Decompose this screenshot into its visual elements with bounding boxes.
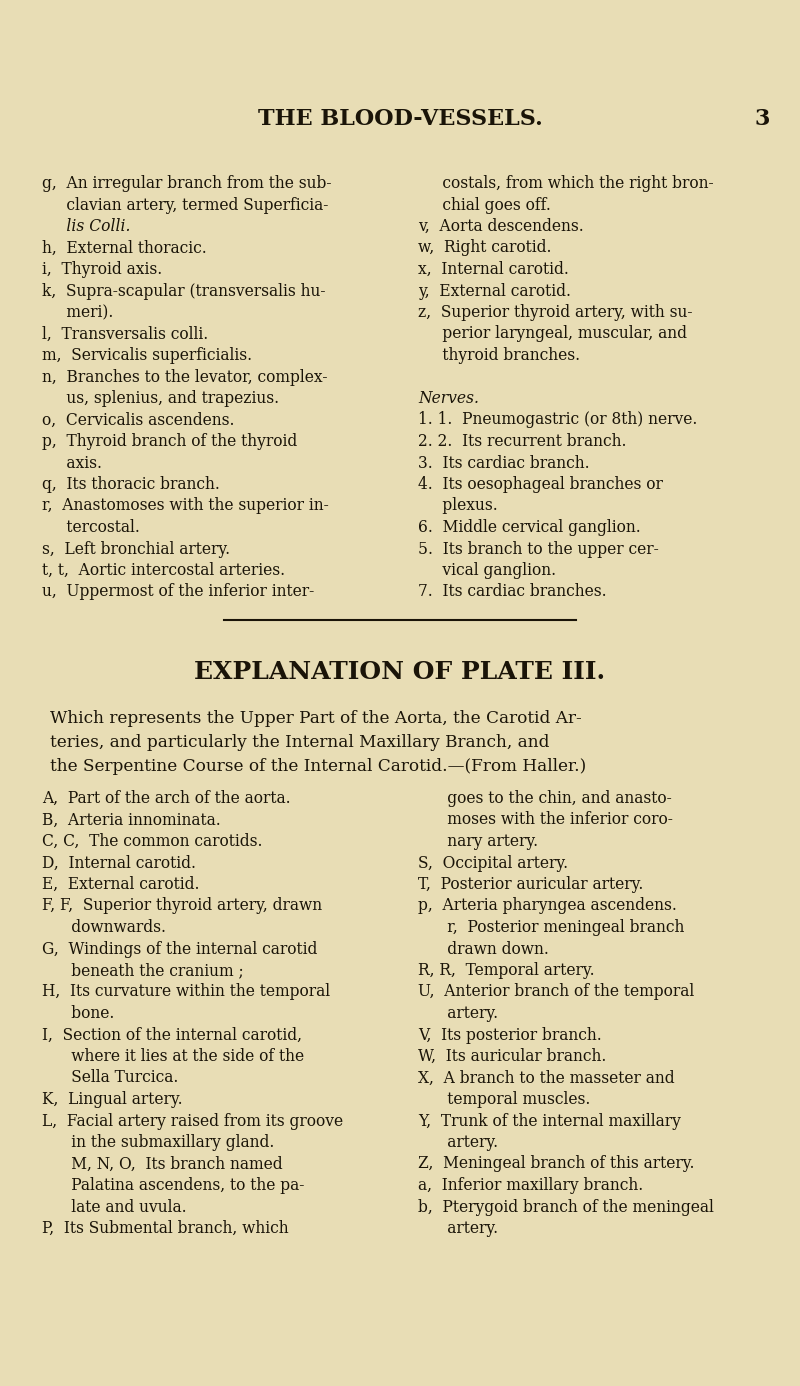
Text: k,  Supra-scapular (transversalis hu-: k, Supra-scapular (transversalis hu- (42, 283, 326, 299)
Text: 3.  Its cardiac branch.: 3. Its cardiac branch. (418, 455, 590, 471)
Text: K,  Lingual artery.: K, Lingual artery. (42, 1091, 182, 1107)
Text: moses with the inferior coro-: moses with the inferior coro- (418, 811, 673, 829)
Text: a,  Inferior maxillary branch.: a, Inferior maxillary branch. (418, 1177, 643, 1193)
Text: E,  External carotid.: E, External carotid. (42, 876, 199, 893)
Text: C, C,  The common carotids.: C, C, The common carotids. (42, 833, 262, 850)
Text: h,  External thoracic.: h, External thoracic. (42, 240, 206, 256)
Text: us, splenius, and trapezius.: us, splenius, and trapezius. (42, 389, 279, 407)
Text: drawn down.: drawn down. (418, 941, 549, 958)
Text: M, N, O,  Its branch named: M, N, O, Its branch named (42, 1156, 282, 1173)
Text: Y,  Trunk of the internal maxillary: Y, Trunk of the internal maxillary (418, 1113, 681, 1130)
Text: 7.  Its cardiac branches.: 7. Its cardiac branches. (418, 584, 606, 600)
Text: axis.: axis. (42, 455, 102, 471)
Text: b,  Pterygoid branch of the meningeal: b, Pterygoid branch of the meningeal (418, 1199, 714, 1216)
Text: 5.  Its branch to the upper cer-: 5. Its branch to the upper cer- (418, 541, 658, 557)
Text: costals, from which the right bron-: costals, from which the right bron- (418, 175, 714, 193)
Text: I,  Section of the internal carotid,: I, Section of the internal carotid, (42, 1027, 302, 1044)
Text: P,  Its Submental branch, which: P, Its Submental branch, which (42, 1220, 289, 1236)
Text: u,  Uppermost of the inferior inter-: u, Uppermost of the inferior inter- (42, 584, 314, 600)
Text: 6.  Middle cervical ganglion.: 6. Middle cervical ganglion. (418, 518, 641, 536)
Text: t, t,  Aortic intercostal arteries.: t, t, Aortic intercostal arteries. (42, 561, 285, 579)
Text: s,  Left bronchial artery.: s, Left bronchial artery. (42, 541, 230, 557)
Text: U,  Anterior branch of the temporal: U, Anterior branch of the temporal (418, 984, 694, 1001)
Text: w,  Right carotid.: w, Right carotid. (418, 240, 551, 256)
Text: R, R,  Temporal artery.: R, R, Temporal artery. (418, 962, 594, 979)
Text: v,  Aorta descendens.: v, Aorta descendens. (418, 218, 584, 236)
Text: n,  Branches to the levator, complex-: n, Branches to the levator, complex- (42, 369, 327, 385)
Text: temporal muscles.: temporal muscles. (418, 1091, 590, 1107)
Text: p,  Arteria pharyngea ascendens.: p, Arteria pharyngea ascendens. (418, 898, 677, 915)
Text: Palatina ascendens, to the pa-: Palatina ascendens, to the pa- (42, 1177, 304, 1193)
Text: thyroid branches.: thyroid branches. (418, 346, 580, 365)
Text: q,  Its thoracic branch.: q, Its thoracic branch. (42, 475, 220, 493)
Text: F, F,  Superior thyroid artery, drawn: F, F, Superior thyroid artery, drawn (42, 898, 322, 915)
Text: 2. 2.  Its recurrent branch.: 2. 2. Its recurrent branch. (418, 432, 626, 450)
Text: nary artery.: nary artery. (418, 833, 538, 850)
Text: G,  Windings of the internal carotid: G, Windings of the internal carotid (42, 941, 318, 958)
Text: W,  Its auricular branch.: W, Its auricular branch. (418, 1048, 606, 1064)
Text: perior laryngeal, muscular, and: perior laryngeal, muscular, and (418, 326, 687, 342)
Text: 3: 3 (754, 108, 770, 130)
Text: lis Colli.: lis Colli. (42, 218, 130, 236)
Text: plexus.: plexus. (418, 498, 498, 514)
Text: L,  Facial artery raised from its groove: L, Facial artery raised from its groove (42, 1113, 343, 1130)
Text: vical ganglion.: vical ganglion. (418, 561, 556, 579)
Text: beneath the cranium ;: beneath the cranium ; (42, 962, 244, 979)
Text: artery.: artery. (418, 1220, 498, 1236)
Text: 1. 1.  Pneumogastric (or 8th) nerve.: 1. 1. Pneumogastric (or 8th) nerve. (418, 412, 698, 428)
Text: goes to the chin, and anasto-: goes to the chin, and anasto- (418, 790, 672, 807)
Text: chial goes off.: chial goes off. (418, 197, 551, 213)
Text: p,  Thyroid branch of the thyroid: p, Thyroid branch of the thyroid (42, 432, 298, 450)
Text: EXPLANATION OF PLATE III.: EXPLANATION OF PLATE III. (194, 660, 606, 685)
Text: artery.: artery. (418, 1005, 498, 1021)
Text: downwards.: downwards. (42, 919, 166, 936)
Text: the Serpentine Course of the Internal Carotid.—(From Haller.): the Serpentine Course of the Internal Ca… (50, 758, 586, 775)
Text: Sella Turcica.: Sella Turcica. (42, 1070, 178, 1087)
Text: A,  Part of the arch of the aorta.: A, Part of the arch of the aorta. (42, 790, 290, 807)
Text: T,  Posterior auricular artery.: T, Posterior auricular artery. (418, 876, 643, 893)
Text: x,  Internal carotid.: x, Internal carotid. (418, 261, 569, 279)
Text: Nerves.: Nerves. (418, 389, 479, 407)
Text: late and uvula.: late and uvula. (42, 1199, 186, 1216)
Text: tercostal.: tercostal. (42, 518, 140, 536)
Text: o,  Cervicalis ascendens.: o, Cervicalis ascendens. (42, 412, 234, 428)
Text: D,  Internal carotid.: D, Internal carotid. (42, 855, 196, 872)
Text: bone.: bone. (42, 1005, 114, 1021)
Text: l,  Transversalis colli.: l, Transversalis colli. (42, 326, 208, 342)
Text: m,  Servicalis superficialis.: m, Servicalis superficialis. (42, 346, 252, 365)
Text: teries, and particularly the Internal Maxillary Branch, and: teries, and particularly the Internal Ma… (50, 735, 550, 751)
Text: Which represents the Upper Part of the Aorta, the Carotid Ar-: Which represents the Upper Part of the A… (50, 710, 582, 728)
Text: V,  Its posterior branch.: V, Its posterior branch. (418, 1027, 602, 1044)
Text: r,  Anastomoses with the superior in-: r, Anastomoses with the superior in- (42, 498, 329, 514)
Text: z,  Superior thyroid artery, with su-: z, Superior thyroid artery, with su- (418, 304, 693, 322)
Text: B,  Arteria innominata.: B, Arteria innominata. (42, 811, 221, 829)
Text: in the submaxillary gland.: in the submaxillary gland. (42, 1134, 274, 1150)
Text: i,  Thyroid axis.: i, Thyroid axis. (42, 261, 162, 279)
Text: y,  External carotid.: y, External carotid. (418, 283, 571, 299)
Text: where it lies at the side of the: where it lies at the side of the (42, 1048, 304, 1064)
Text: meri).: meri). (42, 304, 114, 322)
Text: artery.: artery. (418, 1134, 498, 1150)
Text: 4.  Its oesophageal branches or: 4. Its oesophageal branches or (418, 475, 663, 493)
Text: X,  A branch to the masseter and: X, A branch to the masseter and (418, 1070, 674, 1087)
Text: THE BLOOD-VESSELS.: THE BLOOD-VESSELS. (258, 108, 542, 130)
Text: g,  An irregular branch from the sub-: g, An irregular branch from the sub- (42, 175, 331, 193)
Text: S,  Occipital artery.: S, Occipital artery. (418, 855, 568, 872)
Text: Z,  Meningeal branch of this artery.: Z, Meningeal branch of this artery. (418, 1156, 694, 1173)
Text: clavian artery, termed Superficia-: clavian artery, termed Superficia- (42, 197, 328, 213)
Text: H,  Its curvature within the temporal: H, Its curvature within the temporal (42, 984, 330, 1001)
Text: r,  Posterior meningeal branch: r, Posterior meningeal branch (418, 919, 684, 936)
